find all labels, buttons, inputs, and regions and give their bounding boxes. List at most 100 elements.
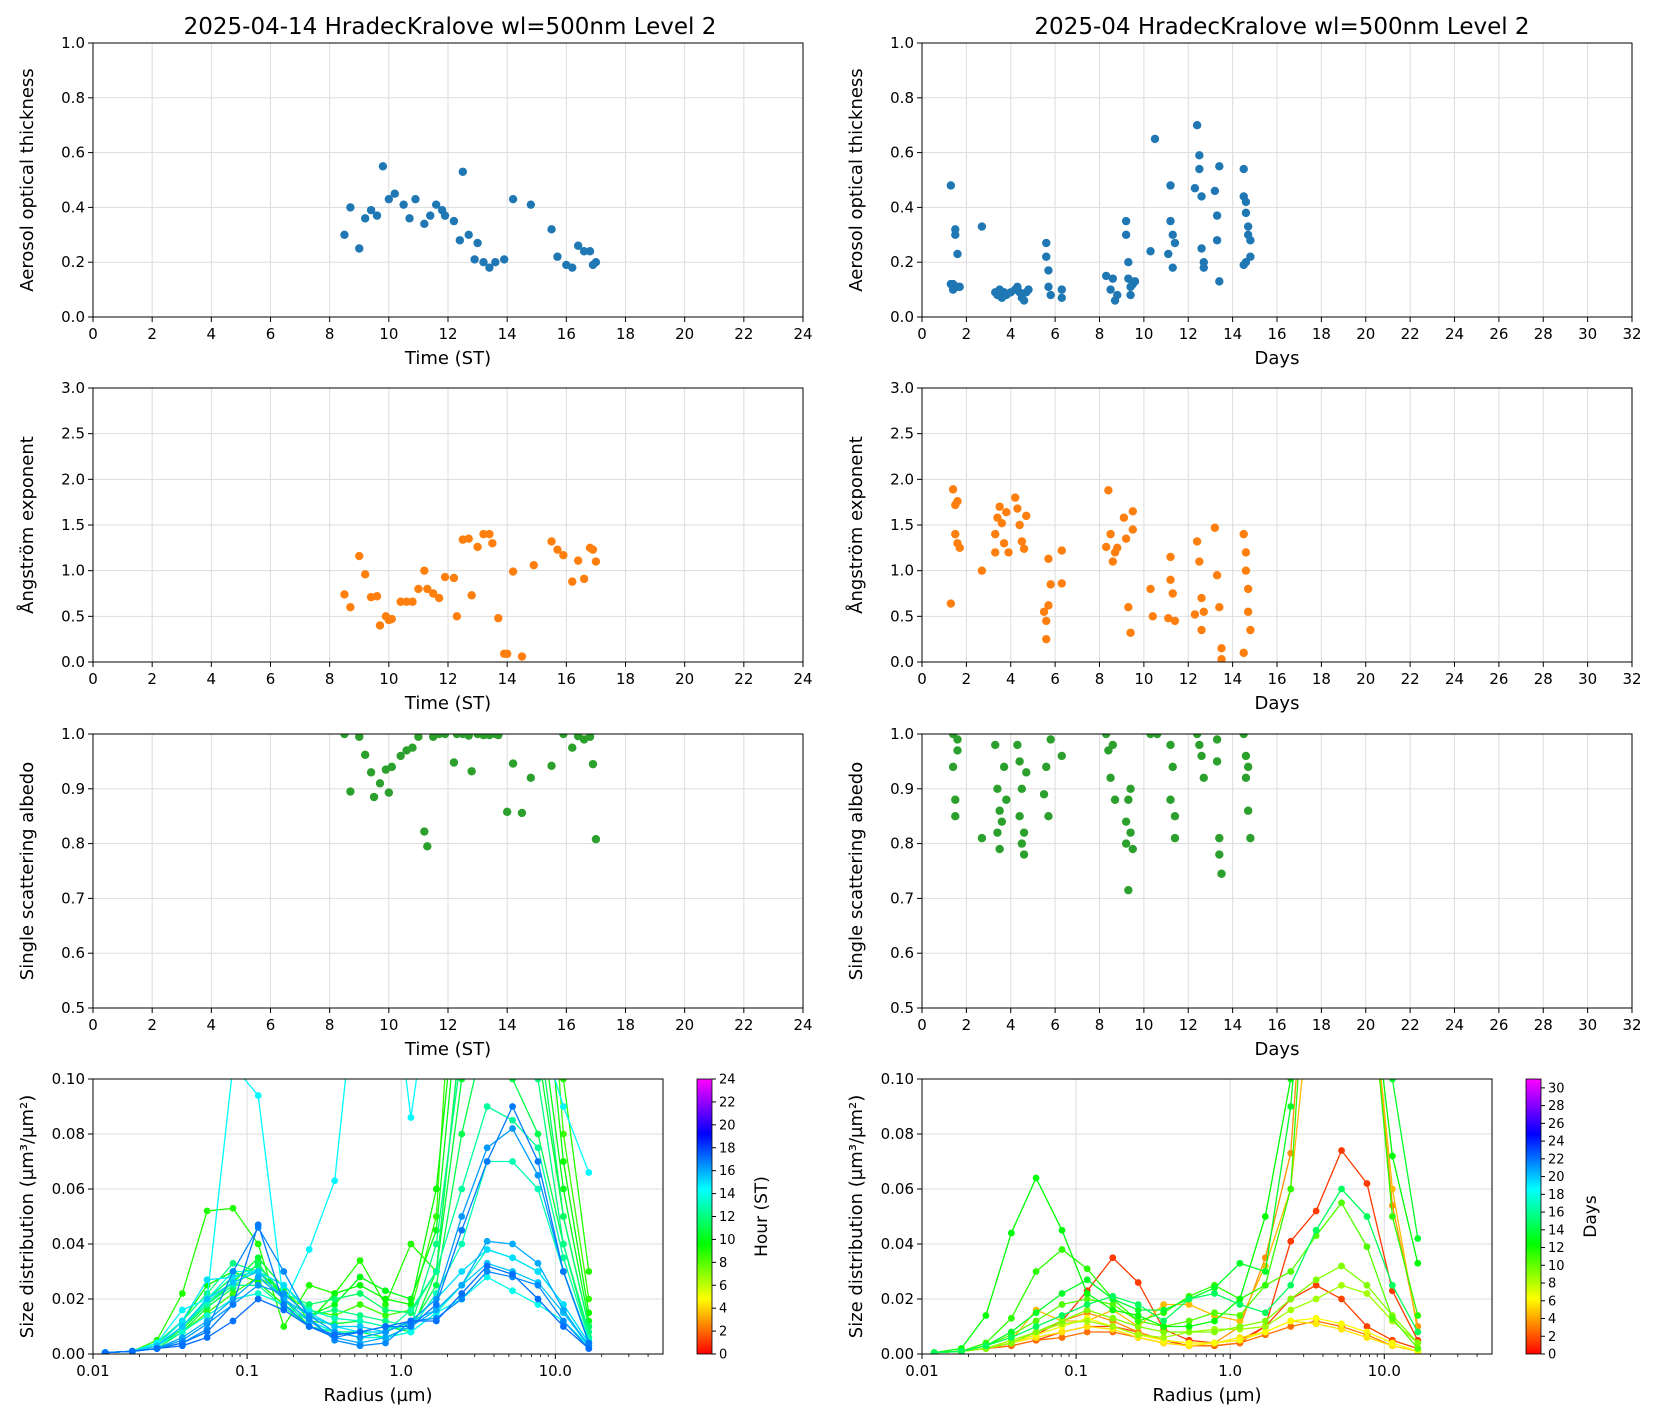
size-distribution-point bbox=[559, 1323, 567, 1330]
size-distribution-point bbox=[1363, 1323, 1371, 1330]
colorbar-tick-label: 28 bbox=[1548, 1099, 1565, 1114]
data-point bbox=[1004, 548, 1013, 557]
size-distribution-point bbox=[509, 1158, 516, 1165]
data-point bbox=[1057, 546, 1066, 555]
size-distribution-point bbox=[407, 1323, 415, 1330]
data-point bbox=[387, 614, 396, 624]
data-point bbox=[1042, 616, 1051, 626]
data-point bbox=[1241, 208, 1251, 218]
size-distribution-point bbox=[178, 1323, 186, 1330]
data-point bbox=[559, 550, 568, 560]
size-distribution-point bbox=[1160, 1323, 1168, 1330]
x-tick-label: 2 bbox=[962, 325, 972, 343]
data-point bbox=[1128, 525, 1137, 534]
size-distribution-point bbox=[203, 1295, 211, 1303]
x-tick-label: 8 bbox=[1095, 325, 1105, 343]
data-point bbox=[494, 613, 503, 623]
data-point bbox=[1199, 263, 1208, 272]
size-distribution-point bbox=[1338, 1320, 1345, 1328]
size-distribution-point bbox=[128, 1347, 136, 1354]
data-point bbox=[1195, 740, 1204, 750]
y-tick-label: 1.0 bbox=[890, 34, 914, 52]
colorbar-tick-label: 14 bbox=[1548, 1223, 1565, 1238]
data-point bbox=[494, 734, 503, 740]
x-tick-label: 0 bbox=[917, 670, 927, 688]
size-distribution-line bbox=[105, 1079, 590, 1354]
size-distribution-point bbox=[229, 1268, 237, 1275]
x-tick-label: 24 bbox=[1445, 1016, 1464, 1034]
size-distribution-line bbox=[934, 1265, 1419, 1354]
data-point bbox=[1243, 584, 1253, 594]
data-point bbox=[464, 734, 473, 740]
size-distribution-point bbox=[534, 1185, 542, 1193]
size-distribution-point bbox=[203, 1276, 211, 1284]
data-point bbox=[995, 502, 1004, 511]
size-distribution-point bbox=[1134, 1301, 1142, 1308]
data-point bbox=[1210, 186, 1220, 196]
data-point bbox=[1121, 230, 1131, 239]
size-distribution-point bbox=[254, 1273, 262, 1281]
data-point bbox=[479, 529, 488, 539]
size-distribution-point bbox=[331, 1314, 339, 1322]
data-point bbox=[372, 211, 382, 220]
data-point bbox=[1166, 552, 1175, 562]
data-point bbox=[991, 529, 1000, 539]
data-point bbox=[1146, 247, 1155, 256]
y-tick-label: 0.04 bbox=[881, 1235, 914, 1253]
size-distribution-point bbox=[254, 1295, 262, 1303]
size-distribution-point bbox=[509, 1240, 516, 1248]
size-distribution-point bbox=[356, 1323, 364, 1330]
data-point bbox=[995, 844, 1004, 854]
data-point bbox=[1046, 580, 1055, 589]
daily-aot-panel: 0 2 4 6 8 10 12 14 16 18 20 22 240.00.20.40.60.81.0T… bbox=[17, 34, 813, 369]
data-point bbox=[355, 734, 364, 741]
size-distribution-point bbox=[203, 1312, 211, 1319]
colorbar-tick-label: 6 bbox=[1548, 1294, 1556, 1309]
x-tick-label: 12 bbox=[438, 325, 457, 343]
data-point bbox=[502, 649, 512, 658]
data-point bbox=[547, 537, 556, 546]
x-tick-label: 24 bbox=[793, 325, 812, 343]
colorbar-tick-label: 22 bbox=[1548, 1152, 1565, 1167]
data-point bbox=[508, 759, 518, 768]
x-tick-label: 20 bbox=[675, 1016, 694, 1034]
y-tick-label: 0.6 bbox=[61, 944, 85, 962]
size-distribution-point bbox=[458, 1079, 466, 1083]
data-point bbox=[1046, 290, 1055, 300]
x-tick-label: 16 bbox=[1267, 325, 1286, 343]
data-point bbox=[999, 762, 1009, 772]
monthly-aot-marks bbox=[946, 121, 1255, 305]
data-point bbox=[977, 222, 987, 231]
size-distribution-point bbox=[1083, 1265, 1091, 1273]
data-point bbox=[1241, 197, 1251, 207]
data-point bbox=[1101, 271, 1111, 281]
data-point bbox=[1022, 511, 1031, 521]
data-point bbox=[1195, 151, 1204, 160]
data-point bbox=[1246, 236, 1255, 245]
data-point bbox=[1121, 839, 1131, 848]
monthly-size-marks bbox=[930, 1079, 1422, 1354]
data-point bbox=[387, 762, 396, 772]
data-point bbox=[1019, 828, 1029, 837]
data-point bbox=[547, 761, 556, 770]
size-distribution-point bbox=[356, 1290, 364, 1297]
size-distribution-point bbox=[1160, 1334, 1168, 1341]
size-distribution-point bbox=[559, 1240, 567, 1248]
y-axis-label: Ångström exponent bbox=[845, 436, 867, 614]
x-tick-label: 0.01 bbox=[76, 1362, 109, 1380]
x-tick-label: 6 bbox=[1050, 1016, 1060, 1034]
data-point bbox=[1150, 134, 1160, 144]
size-distribution-point bbox=[1083, 1301, 1091, 1308]
size-distribution-point bbox=[509, 1079, 516, 1083]
data-point bbox=[375, 621, 385, 630]
data-point bbox=[1013, 740, 1022, 750]
data-point bbox=[585, 734, 595, 741]
size-distribution-point bbox=[559, 1185, 567, 1193]
data-point bbox=[1197, 751, 1206, 761]
data-point bbox=[1044, 601, 1053, 610]
size-distribution-point bbox=[382, 1328, 389, 1336]
size-distribution-point bbox=[407, 1328, 415, 1336]
size-distribution-point bbox=[229, 1279, 237, 1286]
size-distribution-point bbox=[356, 1317, 364, 1325]
size-distribution-point bbox=[1058, 1334, 1066, 1341]
